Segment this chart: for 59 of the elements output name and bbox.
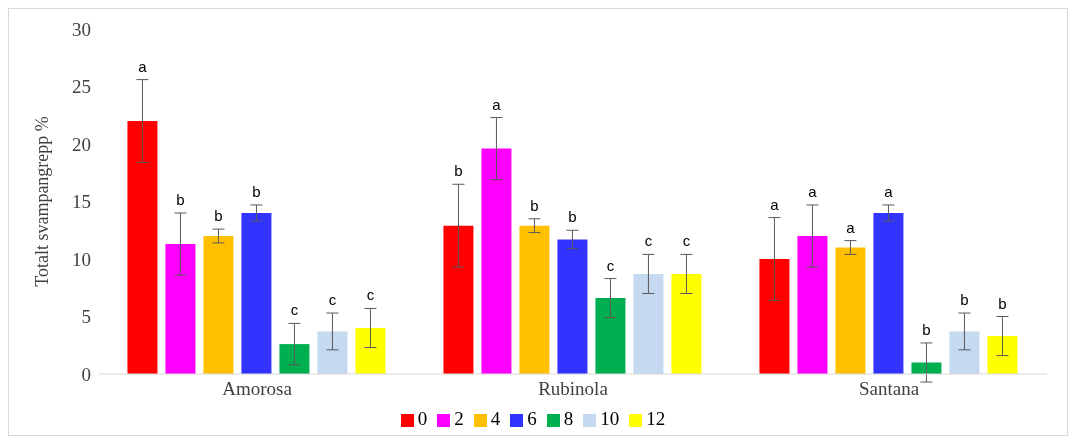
x-tick-label: Amorosa [222, 378, 293, 400]
y-axis-title: Totalt svampangrepp % [32, 116, 53, 287]
y-tick-label: 5 [81, 306, 91, 328]
legend-label: 12 [646, 408, 666, 429]
bar [759, 259, 790, 374]
legend-label: 0 [417, 408, 428, 429]
data-label: c [290, 301, 299, 319]
bar [279, 344, 310, 374]
bar [519, 225, 550, 374]
data-label: b [454, 162, 463, 180]
bar [165, 244, 196, 374]
bar [203, 236, 234, 374]
bar [317, 331, 348, 374]
bar [633, 273, 664, 374]
data-label: b [998, 294, 1007, 312]
x-tick-label: Rubinola [538, 378, 609, 400]
data-label: a [492, 95, 502, 113]
x-tick-label: Santana [858, 378, 920, 400]
data-label: c [606, 256, 615, 274]
legend-label: 10 [600, 408, 620, 429]
legend-label: 8 [563, 408, 574, 429]
y-tick-label: 20 [72, 133, 91, 155]
y-tick-label: 0 [81, 363, 91, 385]
data-label: b [214, 207, 223, 225]
bar [355, 328, 386, 374]
bar [987, 336, 1018, 374]
data-label: b [530, 196, 539, 214]
bar [949, 331, 980, 374]
bar [671, 273, 702, 374]
data-label: a [808, 182, 818, 200]
bar [241, 213, 272, 374]
legend-label: 2 [454, 408, 464, 429]
data-label: c [328, 291, 337, 309]
bar [127, 121, 158, 374]
data-label: b [176, 191, 185, 208]
y-tick-label: 10 [72, 248, 91, 270]
data-label: c [366, 286, 375, 304]
bar [443, 225, 474, 374]
data-label: b [568, 208, 577, 226]
bar [595, 298, 626, 374]
y-tick-label: 15 [72, 191, 91, 213]
legend-label: 6 [527, 408, 537, 429]
bar [481, 148, 512, 374]
y-tick-label: 30 [72, 18, 91, 40]
data-label: b [960, 291, 969, 309]
bar [873, 213, 904, 374]
data-label: a [138, 57, 148, 75]
bar [797, 236, 828, 374]
legend-label: 4 [490, 408, 501, 429]
data-label: a [846, 218, 856, 236]
data-label: a [770, 195, 780, 213]
data-label: c [682, 232, 691, 250]
data-label: c [644, 232, 653, 250]
y-tick-label: 25 [72, 76, 91, 98]
data-label: a [884, 182, 894, 200]
bar [835, 247, 866, 374]
data-label: b [252, 182, 261, 200]
data-label: b [922, 320, 931, 338]
bar [557, 239, 588, 374]
